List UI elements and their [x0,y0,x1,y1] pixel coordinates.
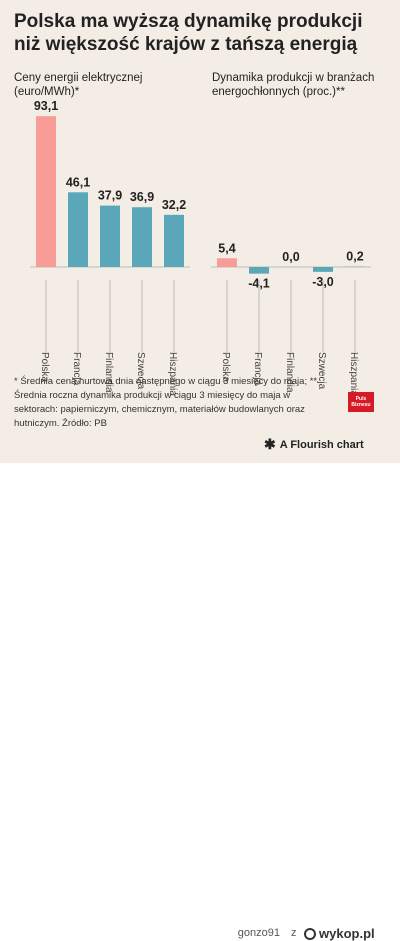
value-label: 37,9 [98,189,122,203]
footnote: * Średnia cena hurtowa dnia następnego w… [14,375,334,431]
wykop-logo-icon [304,928,316,940]
bar-finlandia [100,206,120,267]
category-label: Hiszpania [348,352,359,396]
value-label: 93,1 [34,99,58,113]
bar-hiszpania [164,215,184,267]
watermark-site-text: wykop.pl [319,926,375,941]
bar-polska [36,116,56,267]
left-chart: 93,1Polska46,1Francja37,9Finlandia36,9Sz… [30,99,190,396]
right-chart: 5,4Polska-4,1Francja0,0Finlandia-3,0Szwe… [211,241,371,396]
watermark-site: wykop.pl [304,926,375,941]
value-label: 0,2 [346,250,363,264]
bar-szwecja [313,267,333,272]
chart-card: Polska ma wyższą dynamikę produkcji niż … [0,0,400,463]
watermark-separator: z [291,927,297,939]
bar-szwecja [132,207,152,267]
bar-polska [217,258,237,267]
value-label: 5,4 [218,241,235,255]
value-label: 0,0 [282,250,299,264]
watermark-bar: gonzo91 z wykop.pl [0,463,400,481]
bar-francja [249,267,269,274]
flourish-credit-text: A Flourish chart [280,439,364,451]
value-label: 36,9 [130,190,154,204]
flourish-credit-link[interactable]: ✱ A Flourish chart [264,436,364,453]
bar-francja [68,192,88,267]
publisher-logo: Puls Biznesu [348,392,374,412]
value-label: 32,2 [162,198,186,212]
flourish-asterisk-icon: ✱ [264,436,276,453]
value-label: 46,1 [66,175,90,189]
watermark-username: gonzo91 [238,927,280,939]
